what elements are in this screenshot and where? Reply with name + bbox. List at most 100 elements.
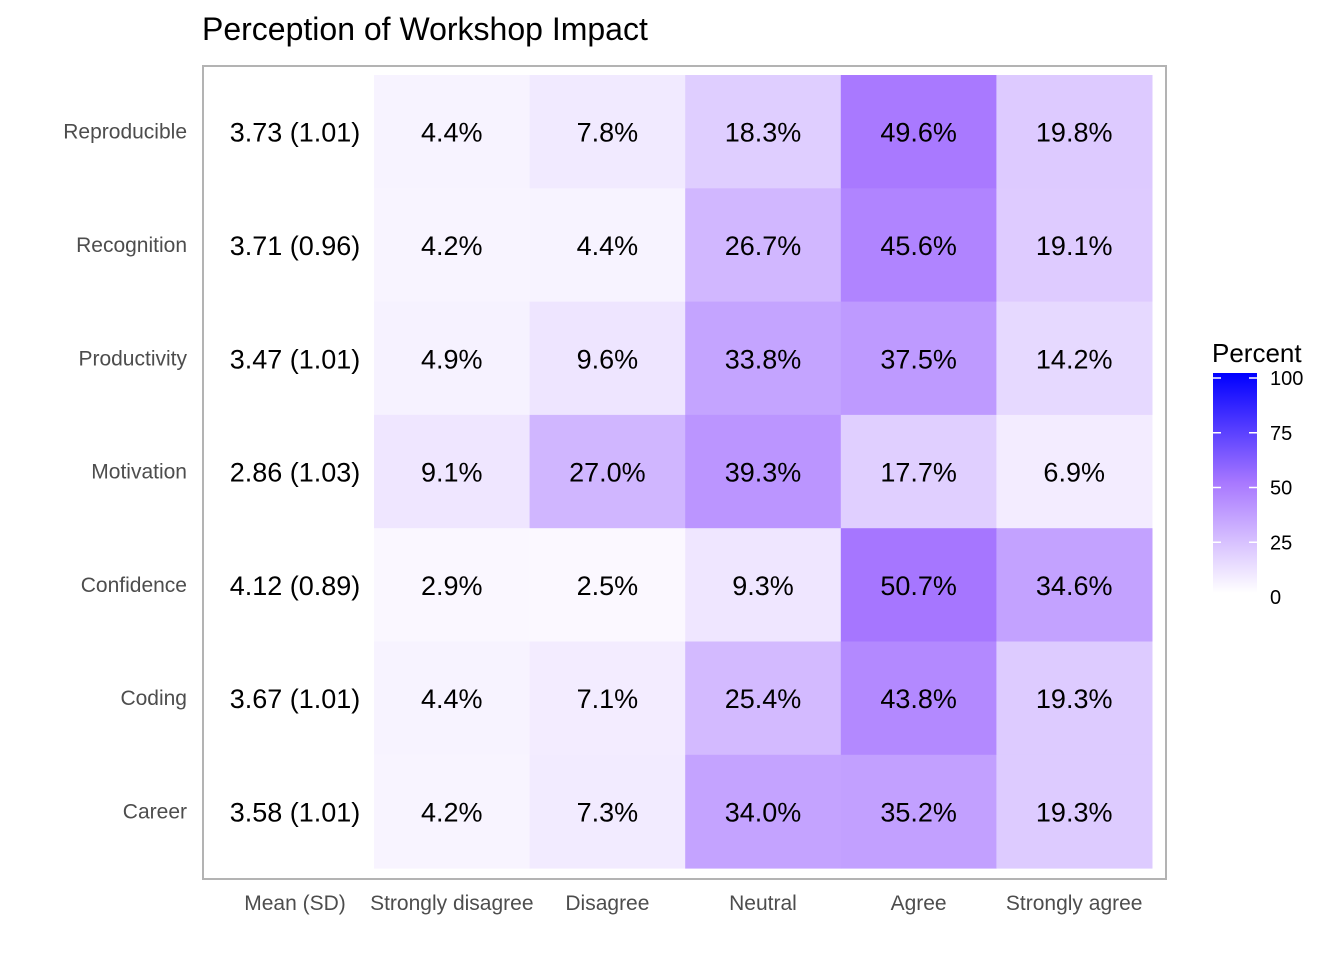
panel-border [202,65,1167,880]
heatmap-cell [685,641,842,756]
heatmap-cells [374,75,1153,869]
cell-value-label: 9.3% [732,571,794,601]
x-label-mean-sd: Mean (SD) [244,892,346,915]
color-legend: Percent 0 25 50 75 100 [1212,338,1303,609]
cell-value-label: 43.8% [880,684,957,714]
x-label: Strongly disagree [370,892,533,915]
heatmap-cell [529,528,686,642]
y-label: Confidence [81,574,187,597]
chart-title: Perception of Workshop Impact [202,11,648,47]
heatmap-cell [374,301,531,416]
heatmap-cell [840,641,997,756]
x-label: Strongly agree [1006,892,1143,915]
cell-value-label: 7.3% [577,797,639,827]
heatmap-cell [529,188,686,303]
heatmap-cell [840,301,997,416]
y-label: Productivity [78,347,187,370]
cell-value-label: 4.4% [577,231,639,261]
y-label: Motivation [91,461,187,484]
heatmap-cell [374,414,531,529]
x-label: Neutral [729,892,797,915]
heatmap-cell [374,528,531,642]
cell-value-label: 17.7% [880,458,957,488]
cell-value-label: 2.5% [577,571,639,601]
legend-ticks: 0 25 50 75 100 [1213,368,1303,609]
mean-sd-label: 3.58 (1.01) [230,797,361,827]
heatmap-cell [840,528,997,642]
y-label: Coding [120,687,187,710]
legend-tick-label: 25 [1270,532,1292,554]
cell-value-label: 6.9% [1043,458,1105,488]
heatmap-cell [996,414,1153,529]
cell-value-label: 50.7% [880,571,957,601]
cell-value-label: 19.3% [1036,684,1113,714]
heatmap-cell [840,414,997,529]
heatmap-cell [840,75,997,189]
cell-value-label: 49.6% [880,118,957,148]
heatmap-cell [374,75,531,189]
heatmap-cell [685,75,842,189]
mean-sd-label: 3.47 (1.01) [230,344,361,374]
heatmap-cell [685,188,842,303]
heatmap-cell [529,754,686,869]
y-label: Reproducible [63,121,187,144]
heatmap-cell [685,301,842,416]
cell-value-label: 14.2% [1036,344,1113,374]
x-label: Agree [891,892,947,915]
cell-labels: 4.4% 7.8% 18.3% 49.6% 19.8% 4.2% 4.4% 26.7% 45.6… [421,118,1112,828]
mean-sd-label: 3.67 (1.01) [230,684,361,714]
cell-value-label: 19.1% [1036,231,1113,261]
cell-value-label: 34.6% [1036,571,1113,601]
heatmap-cell [996,75,1153,189]
legend-tick-label: 75 [1270,423,1292,445]
heatmap-cell [996,528,1153,642]
cell-value-label: 7.1% [577,684,639,714]
heatmap-cell [529,75,686,189]
cell-value-label: 37.5% [880,344,957,374]
y-axis-labels: Reproducible Recognition Productivity Motiv… [63,121,187,824]
cell-value-label: 18.3% [725,118,802,148]
cell-value-label: 4.2% [421,797,483,827]
cell-value-label: 25.4% [725,684,802,714]
heatmap-cell [996,641,1153,756]
heatmap-cell [996,301,1153,416]
heatmap-cell [685,414,842,529]
cell-value-label: 4.4% [421,684,483,714]
cell-value-label: 2.9% [421,571,483,601]
heatmap-cell [529,301,686,416]
heatmap-cell [840,754,997,869]
cell-value-label: 19.8% [1036,118,1113,148]
cell-value-label: 9.1% [421,458,483,488]
heatmap-cell [374,188,531,303]
heatmap-cell [529,641,686,756]
heatmap-cell [996,188,1153,303]
cell-value-label: 4.9% [421,344,483,374]
cell-value-label: 4.2% [421,231,483,261]
legend-title: Percent [1212,338,1302,368]
cell-value-label: 19.3% [1036,797,1113,827]
cell-value-label: 7.8% [577,118,639,148]
heatmap-cell [685,528,842,642]
heatmap-cell [840,188,997,303]
legend-tick-label: 50 [1270,478,1292,500]
legend-tick-label: 0 [1270,587,1281,609]
mean-sd-label: 3.73 (1.01) [230,118,361,148]
x-label: Disagree [565,892,649,915]
legend-tick-label: 100 [1270,368,1303,390]
y-label: Career [123,800,187,823]
heatmap-cell [374,641,531,756]
cell-value-label: 4.4% [421,118,483,148]
mean-sd-label: 3.71 (0.96) [230,231,361,261]
heatmap-cell [685,754,842,869]
y-label: Recognition [76,234,187,257]
cell-value-label: 39.3% [725,458,802,488]
cell-value-label: 9.6% [577,344,639,374]
legend-color-bar [1213,373,1257,593]
cell-value-label: 34.0% [725,797,802,827]
cell-value-label: 45.6% [880,231,957,261]
cell-value-label: 33.8% [725,344,802,374]
cell-value-label: 27.0% [569,458,646,488]
heatmap-cell [996,754,1153,869]
cell-value-label: 35.2% [880,797,957,827]
